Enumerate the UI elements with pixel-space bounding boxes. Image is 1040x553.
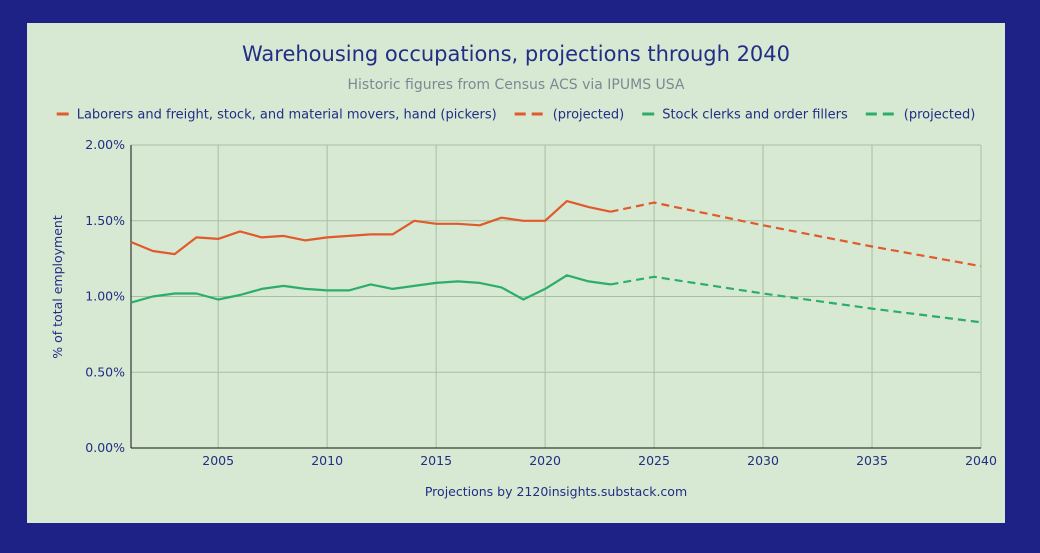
- x-tick-label: 2030: [747, 453, 779, 468]
- legend-label: (projected): [904, 108, 976, 123]
- legend-label: Stock clerks and order fillers: [662, 108, 848, 123]
- chart-card: Warehousing occupations, projections thr…: [27, 23, 1005, 523]
- y-tick-label: 1.00%: [85, 289, 125, 304]
- y-tick-label: 1.50%: [85, 213, 125, 228]
- series-line-4: [610, 275, 982, 324]
- legend-item[interactable]: Laborers and freight, stock, and materia…: [56, 108, 497, 123]
- y-axis-label: % of total employment: [50, 215, 65, 359]
- grid: [131, 144, 982, 448]
- legend-item[interactable]: (projected): [514, 108, 625, 123]
- series-line-3: [130, 274, 611, 304]
- series-lines: [130, 200, 982, 324]
- x-tick-label: 2035: [856, 453, 888, 468]
- x-tick-label: 2005: [202, 453, 234, 468]
- chart-title: Warehousing occupations, projections thr…: [242, 42, 790, 66]
- legend-label: (projected): [553, 108, 625, 123]
- axes: 0.00% 0.50% 1.00% 1.50% 2.00% 2005 2010 2015 202…: [85, 137, 997, 468]
- series-line-2: [610, 201, 982, 268]
- x-tick-label: 2010: [311, 453, 343, 468]
- y-tick-label: 2.00%: [85, 137, 125, 152]
- x-tick-label: 2015: [420, 453, 452, 468]
- legend-item[interactable]: (projected): [865, 108, 976, 123]
- y-tick-label: 0.00%: [85, 440, 125, 455]
- x-tick-label: 2025: [638, 453, 670, 468]
- legend-label: Laborers and freight, stock, and materia…: [77, 108, 497, 123]
- x-axis-label: Projections by 2120insights.substack.com: [425, 484, 687, 499]
- x-tick-label: 2020: [529, 453, 561, 468]
- x-tick-label: 2040: [965, 453, 997, 468]
- legend: Laborers and freight, stock, and materia…: [56, 108, 976, 123]
- y-tick-label: 0.50%: [85, 364, 125, 379]
- series-line-1: [130, 200, 611, 256]
- chart-subtitle: Historic figures from Census ACS via IPU…: [348, 77, 685, 93]
- line-chart: Warehousing occupations, projections thr…: [50, 42, 997, 499]
- legend-item[interactable]: Stock clerks and order fillers: [642, 108, 848, 123]
